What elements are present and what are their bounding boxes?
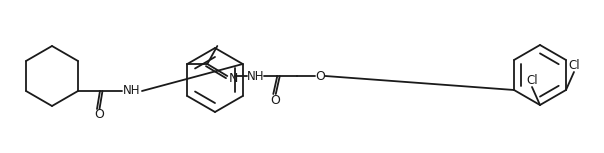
Text: N: N <box>228 71 238 84</box>
Text: O: O <box>315 69 325 82</box>
Text: NH: NH <box>123 84 141 97</box>
Text: NH: NH <box>246 69 264 82</box>
Text: O: O <box>271 93 280 106</box>
Text: Cl: Cl <box>526 73 538 86</box>
Text: Cl: Cl <box>568 58 580 71</box>
Text: O: O <box>94 108 104 121</box>
